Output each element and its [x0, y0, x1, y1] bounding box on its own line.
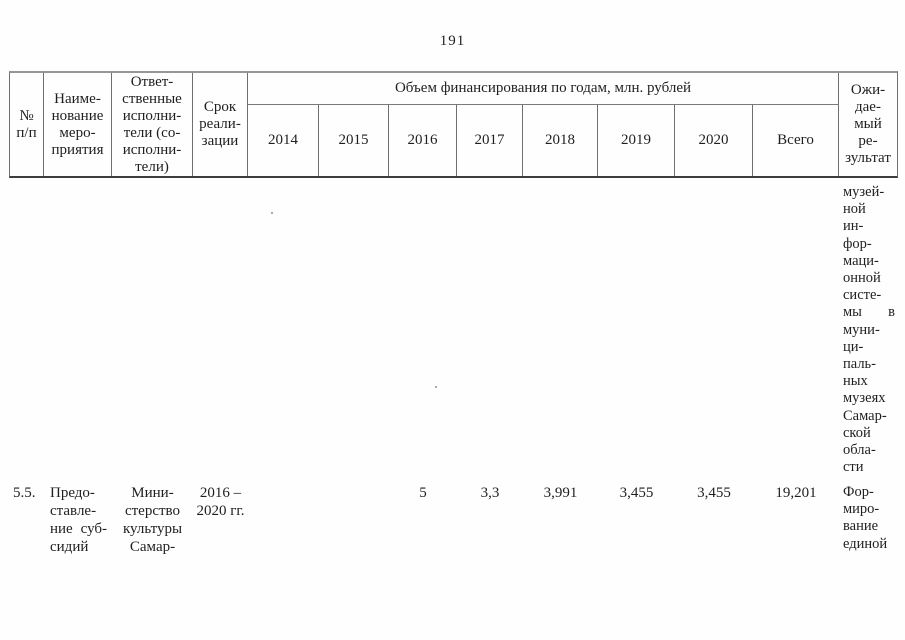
header-cell-num: № п/п — [10, 73, 44, 176]
table-row-carryover: музей-ной ин-фор-маци-онной систе-мы в муни-… — [9, 184, 898, 476]
cell-row-number: 5.5. — [13, 485, 36, 501]
table-header: № п/п Наиме-нование меро-приятия Ответ-ств… — [9, 71, 898, 178]
header-cell-year-2019: 2019 — [598, 105, 675, 176]
page-number: 191 — [439, 33, 466, 49]
cell-period: 2016 –2020 гг. — [196, 485, 245, 519]
cell-measure-name: Предо-ставле-ние суб-сидий — [50, 485, 107, 555]
header-cell-finance-group: Объем финансирования по годам, млн. рубл… — [248, 73, 839, 105]
cell-value-2015 — [319, 484, 389, 556]
scan-speck — [435, 386, 437, 388]
header-cell-year-2016: 2016 — [389, 105, 457, 176]
cell-value-total: 19,201 — [775, 485, 817, 501]
header-cell-total: Всего — [753, 105, 839, 176]
header-cell-name: Наиме-нование меро-приятия — [44, 73, 112, 176]
cell-expected-result: Фор-миро-вание единой — [843, 484, 888, 552]
cell-value-2017: 3,3 — [480, 485, 500, 501]
scan-speck — [271, 212, 273, 214]
header-cell-year-2014: 2014 — [248, 105, 319, 176]
cell-value-2018: 3,991 — [543, 485, 578, 501]
table-row-5-5: 5.5. Предо-ставле-ние суб-сидий Мини-стер… — [9, 484, 898, 556]
cell-value-2020: 3,455 — [697, 485, 731, 501]
carryover-result-text: музей-ной ин-фор-маци-онной систе-мы в муни-… — [843, 184, 895, 476]
header-cell-result: Ожи-дае-мый ре-зультат — [845, 82, 891, 166]
header-cell-period: Срок реали-зации — [193, 73, 248, 176]
header-cell-year-2020: 2020 — [675, 105, 753, 176]
header-cell-year-2018: 2018 — [523, 105, 598, 176]
header-cell-executors: Ответ-ственные исполни-тели (со-исполни-т… — [112, 73, 193, 176]
cell-value-2019: 3,455 — [619, 485, 654, 501]
header-cell-year-2017: 2017 — [457, 105, 523, 176]
cell-value-2016: 5 — [419, 485, 427, 501]
cell-value-2014 — [248, 484, 319, 556]
header-cell-year-2015: 2015 — [319, 105, 389, 176]
cell-executors: Мини-стерство культуры Самар- — [122, 485, 183, 555]
